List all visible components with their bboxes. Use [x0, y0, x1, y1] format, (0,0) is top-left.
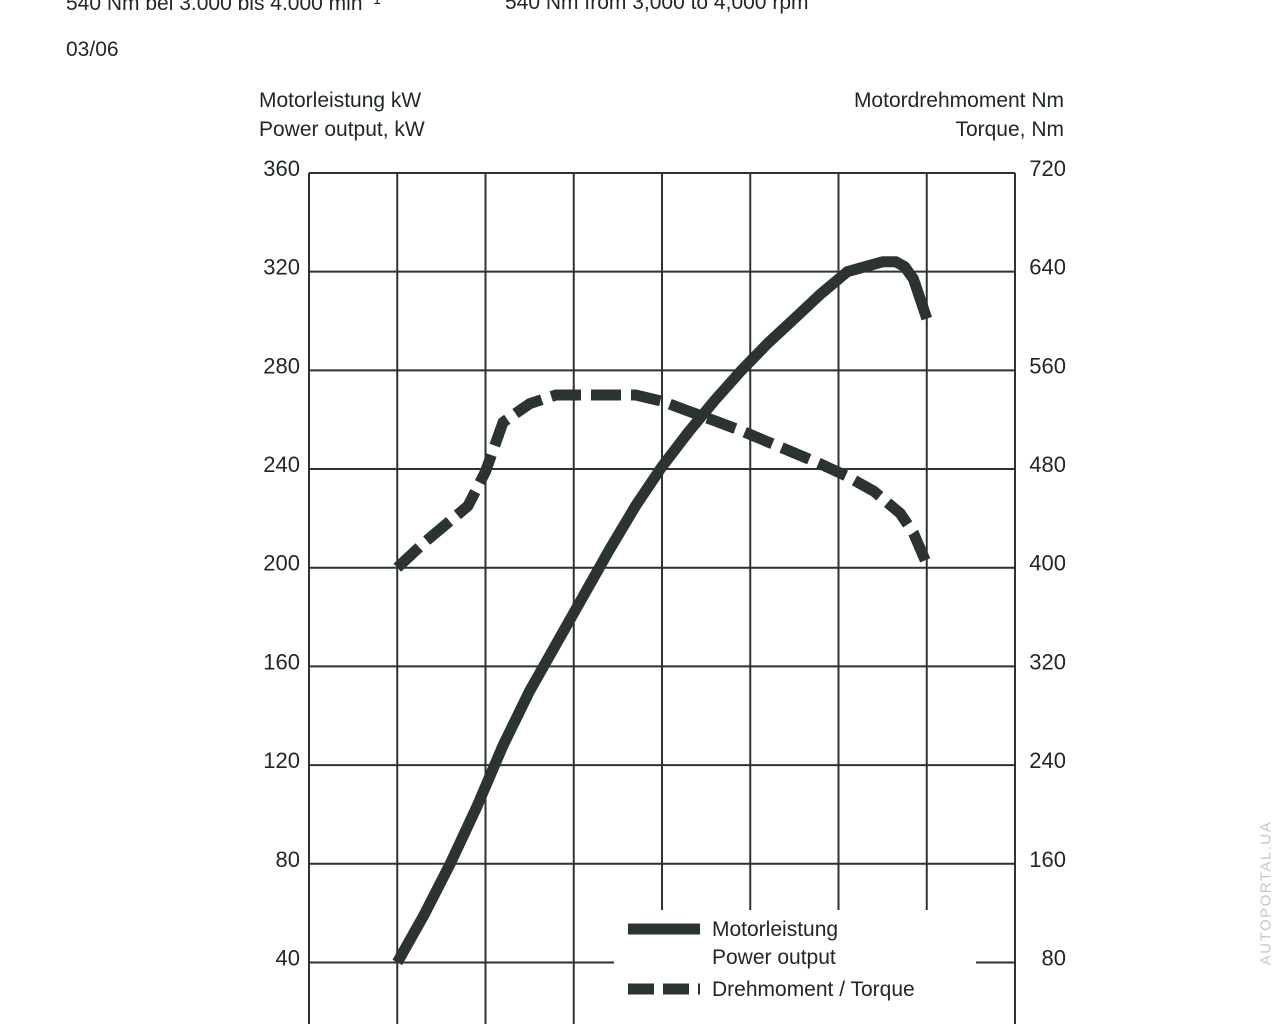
power-curve [392, 256, 933, 966]
y-left-tick-label: 360 [263, 156, 300, 181]
y-right-label-en: Torque, Nm [955, 118, 1064, 141]
chart-legend: Motorleistung Power output Drehmoment / … [614, 910, 976, 1024]
y-right-label-de: Motordrehmoment Nm [854, 89, 1064, 112]
y-left-tick-label: 40 [276, 945, 300, 970]
y-right-tick-label: 400 [1029, 551, 1066, 576]
y-right-tick-label: 240 [1029, 748, 1066, 773]
torque-curve [393, 389, 932, 572]
header-torque-en: 540 Nm from 3,000 to 4,000 rpm [505, 0, 809, 14]
y-right-tick-label: 480 [1029, 452, 1066, 477]
header-torque-de: 540 Nm bei 3.000 bis 4.000 min⁻¹ [66, 0, 381, 15]
y-left-tick-label: 160 [263, 649, 300, 674]
chart-grid [308, 172, 1016, 1024]
chart-series [392, 256, 933, 966]
y-left-tick-label: 120 [263, 748, 300, 773]
y-right-tick-label: 160 [1029, 847, 1066, 872]
y-left-tick-label: 320 [263, 255, 300, 280]
header-date: 03/06 [66, 38, 119, 61]
y-right-tick-label: 320 [1029, 649, 1066, 674]
y-left-tick-label: 280 [263, 353, 300, 378]
y-left-tick-label: 80 [276, 847, 300, 872]
y-left-label-de: Motorleistung kW [259, 89, 421, 112]
legend-torque-label: Drehmoment / Torque [712, 978, 915, 1001]
y-left-ticks: 40 80 120 160 200 240 280 320 360 [263, 156, 300, 970]
y-right-tick-label: 640 [1029, 255, 1066, 280]
legend-power-label-en: Power output [712, 946, 836, 969]
y-left-tick-label: 200 [263, 551, 300, 576]
y-right-tick-label: 80 [1042, 945, 1066, 970]
y-left-label-en: Power output, kW [259, 118, 425, 141]
y-right-tick-label: 560 [1029, 353, 1066, 378]
legend-power-label-de: Motorleistung [712, 918, 838, 941]
y-right-tick-label: 720 [1029, 156, 1066, 181]
y-left-tick-label: 240 [263, 452, 300, 477]
y-right-ticks: 80 160 240 320 400 480 560 640 720 [1029, 156, 1066, 970]
